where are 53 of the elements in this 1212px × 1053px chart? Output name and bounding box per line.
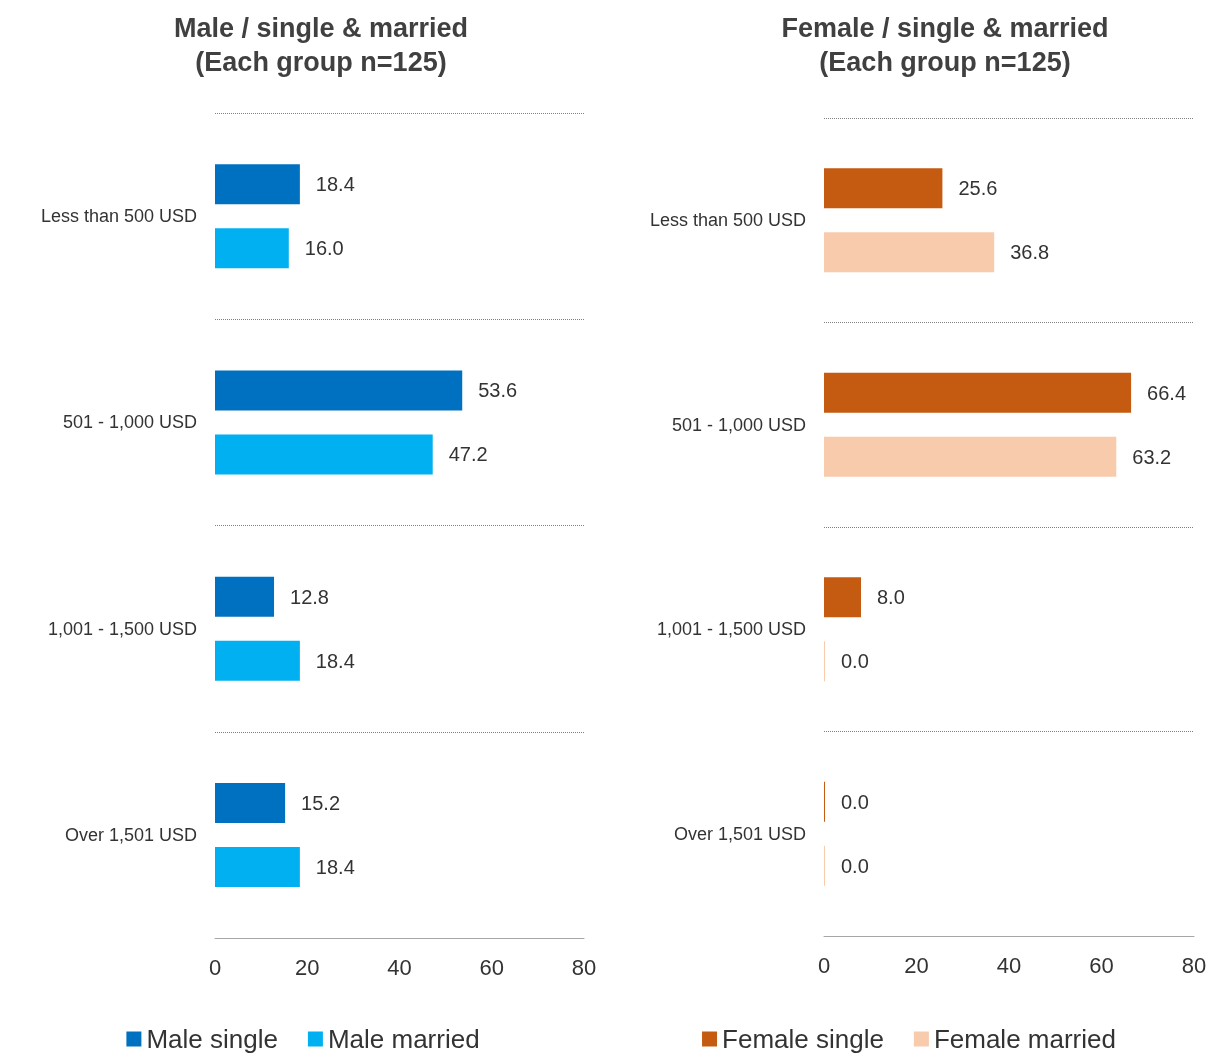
bar <box>215 846 300 887</box>
y-tick-label: Less than 500 USD <box>40 206 197 227</box>
data-label: 36.8 <box>1010 241 1050 264</box>
y-tick-label: 1,001 - 1,500 USD <box>656 619 806 640</box>
bar <box>215 164 300 205</box>
y-tick-label: Less than 500 USD <box>649 210 806 231</box>
bar <box>215 370 463 411</box>
data-label: 63.2 <box>1132 445 1172 468</box>
x-tick-label: 60 <box>479 954 504 980</box>
bar <box>215 434 433 475</box>
bar <box>215 228 289 269</box>
bar <box>824 436 1117 477</box>
chart-title: Male / single & married (Each group n=125) <box>173 13 469 77</box>
bar <box>215 782 286 823</box>
data-label: 18.4 <box>315 173 355 196</box>
data-label: 8.0 <box>877 586 905 609</box>
data-label: 12.8 <box>290 585 329 608</box>
x-tick-label: 80 <box>571 954 597 980</box>
x-tick-label: 0 <box>817 952 831 978</box>
x-tick-label: 20 <box>295 954 320 980</box>
data-label: 66.4 <box>1147 381 1187 404</box>
x-tick-label: 20 <box>904 952 929 978</box>
data-label: 16.0 <box>304 237 344 260</box>
data-label: 0.0 <box>841 790 869 813</box>
bar <box>824 232 995 273</box>
x-tick-label: 80 <box>1181 952 1207 978</box>
x-tick-label: 40 <box>387 954 412 980</box>
legend-label: Male single <box>146 1024 278 1053</box>
legend-label: Female married <box>933 1024 1116 1053</box>
chart-title: Female / single & married (Each group n=125) <box>781 13 1109 77</box>
data-label: 18.4 <box>315 855 355 878</box>
y-tick-label: Over 1,501 USD <box>64 824 197 845</box>
legend-label: Male married <box>327 1024 480 1053</box>
data-label: 53.6 <box>478 379 518 402</box>
bar <box>215 640 300 681</box>
x-tick-label: 0 <box>208 954 222 980</box>
data-label: 15.2 <box>301 791 341 814</box>
y-tick-label: 1,001 - 1,500 USD <box>47 618 197 639</box>
data-label: 0.0 <box>841 650 869 673</box>
data-label: 18.4 <box>315 649 355 672</box>
bar <box>824 577 861 618</box>
y-tick-label: 501 - 1,000 USD <box>671 414 806 435</box>
data-label: 25.6 <box>958 177 998 200</box>
x-tick-label: 60 <box>1089 952 1114 978</box>
data-label: 47.2 <box>448 443 488 466</box>
y-tick-label: Over 1,501 USD <box>673 823 806 844</box>
bar <box>824 168 943 209</box>
data-label: 0.0 <box>841 854 869 877</box>
x-tick-label: 40 <box>996 952 1022 978</box>
bar <box>824 372 1132 413</box>
legend-label: Female single <box>722 1024 884 1053</box>
bar <box>215 576 275 617</box>
y-tick-label: 501 - 1,000 USD <box>62 412 197 433</box>
